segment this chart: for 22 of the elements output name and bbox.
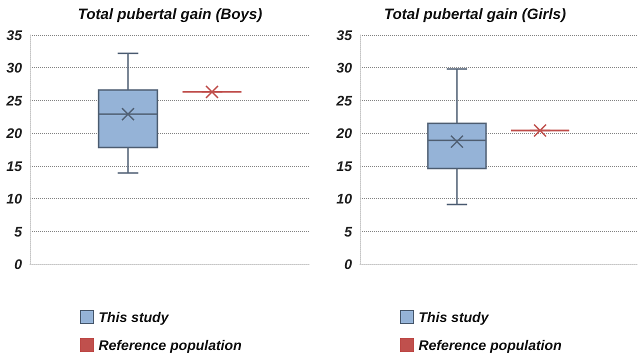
y-tick-label: 35	[336, 27, 352, 43]
y-tick-label: 35	[6, 27, 22, 43]
chart-title: Total pubertal gain (Boys)	[78, 6, 262, 23]
y-tick-label: 30	[336, 60, 352, 76]
legend-label: This study	[98, 309, 170, 325]
y-tick-label: 25	[335, 92, 352, 108]
y-tick-label: 20	[335, 125, 352, 142]
chart-title: Total pubertal gain (Girls)	[384, 6, 566, 23]
y-tick-label: 20	[5, 125, 22, 142]
y-tick-label: 0	[14, 256, 22, 272]
y-tick-label: 5	[344, 223, 352, 240]
y-tick-label: 0	[344, 256, 352, 272]
legend-label: This study	[418, 309, 490, 325]
y-tick-label: 15	[6, 158, 22, 174]
y-tick-label: 5	[14, 223, 22, 240]
legend-label: Reference population	[418, 337, 562, 353]
y-tick-label: 25	[5, 92, 22, 108]
y-tick-label: 10	[6, 190, 22, 207]
y-tick-label: 30	[6, 60, 22, 76]
legend-label: Reference population	[98, 337, 242, 353]
y-tick-label: 15	[336, 158, 352, 174]
y-tick-label: 10	[336, 190, 352, 207]
